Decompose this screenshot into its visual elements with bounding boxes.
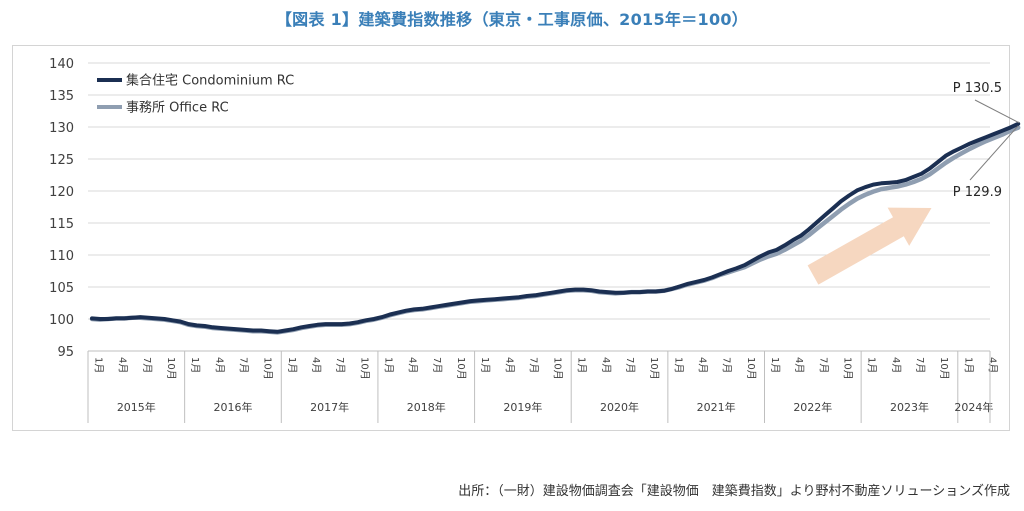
year-label: 2016年 (213, 400, 252, 414)
y-tick-label: 120 (49, 185, 74, 200)
x-tick-label: 10月 (262, 357, 274, 380)
y-tick-label: 110 (49, 249, 74, 264)
x-tick-label: 4月 (310, 357, 322, 373)
legend-label-office: 事務所 Office RC (126, 101, 229, 116)
x-tick-label: 7月 (237, 357, 249, 373)
x-tick-label: 4月 (600, 357, 612, 373)
x-tick-label: 1月 (962, 357, 974, 373)
y-tick-label: 125 (49, 153, 74, 168)
x-tick-label: 10月 (358, 357, 370, 380)
x-tick-label: 7月 (431, 357, 443, 373)
x-tick-label: 7月 (817, 357, 829, 373)
annotation-condo-peak: P 130.5 (953, 81, 1002, 96)
y-tick-label: 95 (57, 345, 74, 360)
trend-arrow (807, 207, 932, 285)
year-label: 2015年 (117, 400, 156, 414)
x-tick-label: 4月 (503, 357, 515, 373)
year-label: 2018年 (407, 400, 446, 414)
legend-label-condo: 集合住宅 Condominium RC (126, 73, 294, 89)
x-tick-label: 1月 (866, 357, 878, 373)
x-tick-label: 1月 (769, 357, 781, 373)
year-label: 2017年 (310, 400, 349, 414)
chart-title: 【図表 1】建築費指数推移（東京・工事原価、2015年＝100） (275, 10, 749, 29)
x-tick-label: 10月 (552, 357, 564, 380)
x-tick-label: 10月 (455, 357, 467, 380)
x-tick-label: 7月 (624, 357, 636, 373)
x-tick-label: 4月 (986, 357, 998, 373)
x-tick-label: 1月 (382, 357, 394, 373)
x-tick-label: 10月 (842, 357, 854, 380)
annotation-leader (969, 125, 1019, 181)
year-label: 2022年 (793, 400, 832, 414)
year-label: 2023年 (890, 400, 929, 414)
x-tick-label: 1月 (189, 357, 201, 373)
x-tick-label: 7月 (334, 357, 346, 373)
year-label: 2024年 (954, 400, 993, 414)
source-note: 出所：（一財）建設物価調査会「建設物価 建築費指数」より野村不動産ソリューション… (458, 484, 1010, 499)
x-tick-label: 4月 (793, 357, 805, 373)
x-tick-label: 4月 (117, 357, 129, 373)
y-tick-label: 105 (49, 281, 74, 296)
annotation-leader (974, 99, 1020, 124)
x-tick-label: 10月 (745, 357, 757, 380)
x-tick-label: 1月 (576, 357, 588, 373)
x-tick-label: 1月 (672, 357, 684, 373)
y-tick-label: 100 (49, 313, 74, 328)
x-tick-label: 1月 (93, 357, 105, 373)
x-tick-label: 10月 (938, 357, 950, 380)
x-tick-label: 4月 (890, 357, 902, 373)
year-label: 2021年 (697, 400, 736, 414)
y-tick-label: 135 (49, 89, 74, 104)
x-tick-label: 1月 (286, 357, 298, 373)
x-tick-label: 1月 (479, 357, 491, 373)
x-tick-label: 7月 (914, 357, 926, 373)
year-label: 2019年 (503, 400, 542, 414)
series-line-condo (90, 121, 1021, 334)
x-tick-label: 4月 (697, 357, 709, 373)
y-tick-label: 130 (49, 121, 74, 136)
annotation-office-peak: P 129.9 (953, 185, 1002, 200)
x-tick-label: 4月 (213, 357, 225, 373)
chart-frame (12, 45, 1010, 431)
x-tick-label: 7月 (721, 357, 733, 373)
year-label: 2020年 (600, 400, 639, 414)
line-chart: 140 135 130 125 120 115 110 105 100 95 1月 4月 7月 10月 20… (49, 57, 1021, 423)
x-tick-label: 7月 (527, 357, 539, 373)
x-tick-label: 7月 (141, 357, 153, 373)
x-tick-label: 4月 (407, 357, 419, 373)
y-tick-label: 115 (49, 217, 74, 232)
y-tick-label: 140 (49, 57, 74, 72)
x-tick-label: 10月 (648, 357, 660, 380)
x-tick-label: 10月 (165, 357, 177, 380)
